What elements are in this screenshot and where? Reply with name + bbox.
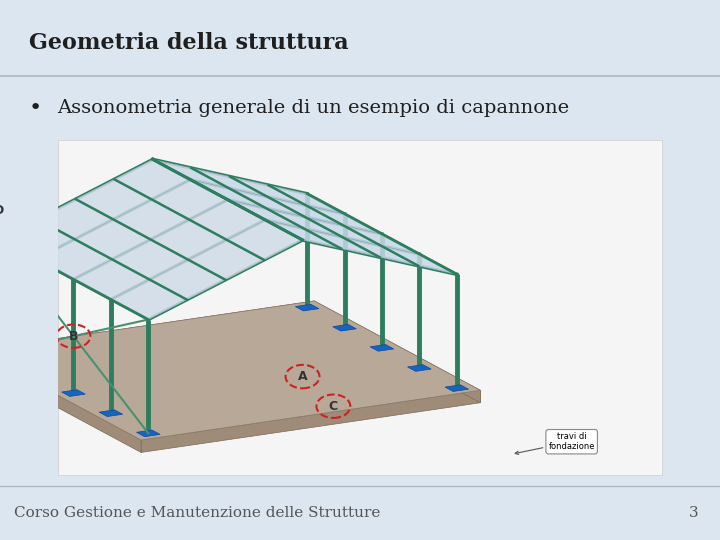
Polygon shape	[152, 180, 228, 220]
Polygon shape	[445, 385, 469, 392]
Polygon shape	[62, 390, 85, 396]
Text: C: C	[329, 400, 338, 413]
FancyBboxPatch shape	[0, 0, 720, 76]
Polygon shape	[150, 260, 225, 300]
Text: D: D	[0, 204, 4, 217]
Polygon shape	[111, 280, 187, 320]
FancyBboxPatch shape	[58, 140, 662, 475]
Polygon shape	[295, 304, 319, 311]
Polygon shape	[37, 199, 113, 239]
Polygon shape	[0, 219, 75, 259]
Polygon shape	[192, 168, 267, 197]
Polygon shape	[333, 325, 356, 331]
Polygon shape	[228, 200, 304, 228]
Polygon shape	[370, 345, 394, 351]
Polygon shape	[315, 301, 480, 403]
Text: B: B	[68, 329, 78, 343]
Polygon shape	[189, 200, 265, 240]
Polygon shape	[266, 208, 342, 237]
Polygon shape	[114, 159, 190, 199]
Polygon shape	[230, 177, 306, 205]
Polygon shape	[343, 226, 419, 254]
Polygon shape	[342, 237, 418, 266]
Polygon shape	[188, 240, 264, 280]
Polygon shape	[304, 228, 379, 257]
Polygon shape	[76, 179, 152, 219]
Text: Corso Gestione e Manutenzione delle Strutture: Corso Gestione e Manutenzione delle Stru…	[14, 506, 381, 520]
Polygon shape	[190, 180, 266, 208]
Polygon shape	[24, 369, 48, 376]
Polygon shape	[141, 390, 480, 453]
Polygon shape	[137, 430, 160, 437]
Text: Assonometria generale di un esempio di capannone: Assonometria generale di un esempio di c…	[58, 99, 570, 117]
Text: A: A	[298, 370, 307, 383]
Polygon shape	[267, 197, 343, 226]
Polygon shape	[305, 217, 381, 246]
Polygon shape	[0, 350, 141, 453]
Polygon shape	[153, 159, 229, 188]
Polygon shape	[269, 185, 344, 214]
Polygon shape	[265, 220, 341, 248]
Polygon shape	[0, 349, 10, 356]
Polygon shape	[381, 246, 456, 274]
Polygon shape	[99, 410, 122, 416]
Polygon shape	[229, 188, 305, 217]
Polygon shape	[112, 239, 188, 280]
Polygon shape	[150, 220, 227, 260]
Text: •: •	[29, 98, 42, 118]
Polygon shape	[73, 259, 150, 299]
Polygon shape	[408, 364, 431, 372]
Polygon shape	[227, 220, 302, 260]
Polygon shape	[306, 205, 382, 234]
Polygon shape	[113, 199, 189, 239]
Polygon shape	[36, 239, 112, 279]
Polygon shape	[75, 219, 150, 259]
Text: 3: 3	[689, 506, 698, 520]
Text: Geometria della struttura: Geometria della struttura	[29, 32, 348, 54]
Text: travi di
fondazione: travi di fondazione	[515, 432, 595, 455]
Polygon shape	[0, 301, 315, 363]
Polygon shape	[0, 301, 480, 440]
